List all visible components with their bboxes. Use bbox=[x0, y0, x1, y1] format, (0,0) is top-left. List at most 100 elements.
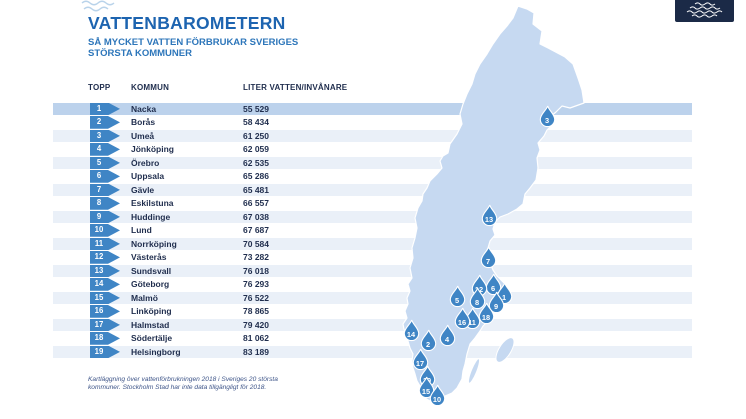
map-marker-rank: 3 bbox=[544, 115, 550, 125]
rank-number: 10 bbox=[94, 225, 104, 234]
water-drop-icon bbox=[420, 329, 436, 352]
brand-logo bbox=[675, 0, 734, 22]
table-row-stripe bbox=[53, 318, 692, 332]
map-marker-17: 17 bbox=[412, 348, 429, 371]
kommun-name: Västerås bbox=[131, 252, 167, 262]
map-marker-rank: 14 bbox=[406, 329, 416, 339]
map-marker-rank: 12 bbox=[474, 284, 484, 294]
rank-number: 18 bbox=[94, 333, 104, 342]
kommun-name: Eskilstuna bbox=[131, 198, 174, 208]
table-row-stripe bbox=[53, 237, 692, 251]
map-marker-rank: 15 bbox=[421, 386, 431, 396]
map-marker-rank: 4 bbox=[444, 334, 450, 344]
rank-number: 8 bbox=[96, 198, 102, 207]
water-drop-icon bbox=[469, 287, 485, 310]
kommun-name: Jönköping bbox=[131, 144, 174, 154]
kommun-name: Borås bbox=[131, 117, 156, 127]
map-marker-2: 2 bbox=[420, 329, 437, 352]
kommun-name: Sundsvall bbox=[131, 265, 172, 276]
rank-badge: 14 bbox=[90, 278, 120, 291]
map-marker-14: 14 bbox=[403, 319, 420, 342]
rank-badge: 6 bbox=[90, 170, 120, 183]
kommun-name: Uppsala bbox=[131, 171, 165, 181]
sweden-map bbox=[402, 5, 585, 404]
rank-number: 16 bbox=[94, 306, 104, 315]
water-drop-icon bbox=[539, 105, 555, 128]
rank-badge: 11 bbox=[90, 237, 120, 251]
water-consumption-value: 65 481 bbox=[243, 184, 269, 195]
water-consumption-value: 81 062 bbox=[243, 333, 269, 343]
map-marker-4: 4 bbox=[439, 324, 456, 347]
kommun-name: Göteborg bbox=[131, 279, 170, 289]
gotland-island bbox=[495, 337, 515, 363]
water-drop-icon bbox=[480, 246, 496, 269]
rank-badge: 8 bbox=[90, 197, 120, 210]
rank-badge: 12 bbox=[90, 251, 120, 264]
water-consumption-value: 76 522 bbox=[243, 292, 269, 303]
rank-badge: 15 bbox=[90, 291, 120, 305]
water-drop-icon bbox=[403, 319, 419, 342]
column-header-kommun: KOMMUN bbox=[131, 83, 170, 92]
rank-number: 14 bbox=[94, 279, 104, 288]
footnote: Kartläggning över vattenförbrukningen 20… bbox=[88, 376, 298, 392]
rank-number: 3 bbox=[96, 130, 102, 140]
page-subtitle: SÅ MYCKET VATTEN FÖRBRUKAR SVERIGES STÖR… bbox=[88, 37, 299, 59]
water-waves-icon bbox=[686, 2, 722, 18]
rank-number: 5 bbox=[96, 157, 102, 167]
rank-number: 12 bbox=[94, 252, 104, 261]
rank-badge: 10 bbox=[90, 224, 120, 237]
rank-number: 11 bbox=[94, 238, 104, 248]
water-consumption-value: 70 584 bbox=[243, 238, 269, 249]
rank-number: 1 bbox=[96, 103, 102, 113]
table-row-stripe bbox=[53, 210, 692, 224]
kommun-name: Halmstad bbox=[131, 319, 170, 330]
map-marker-16: 16 bbox=[454, 307, 471, 330]
map-marker-rank: 18 bbox=[481, 312, 491, 322]
rank-number: 9 bbox=[96, 211, 102, 221]
water-consumption-value: 55 529 bbox=[243, 103, 269, 114]
map-marker-rank: 1 bbox=[501, 292, 507, 302]
map-marker-3: 3 bbox=[539, 105, 556, 128]
water-consumption-value: 67 038 bbox=[243, 211, 269, 222]
map-marker-9: 9 bbox=[488, 291, 505, 314]
rank-number: 6 bbox=[96, 171, 102, 180]
rank-badge: 5 bbox=[90, 156, 120, 170]
water-drop-icon bbox=[412, 348, 428, 371]
kommun-name: Huddinge bbox=[131, 211, 171, 222]
map-marker-rank: 10 bbox=[432, 394, 442, 404]
water-drop-icon bbox=[485, 273, 501, 296]
map-marker-15: 15 bbox=[418, 376, 435, 399]
rank-badge: 18 bbox=[90, 332, 120, 345]
rank-badge: 9 bbox=[90, 210, 120, 224]
kommun-name: Helsingborg bbox=[131, 346, 181, 357]
column-header-topp: TOPP bbox=[88, 83, 111, 92]
map-marker-rank: 6 bbox=[490, 283, 496, 293]
kommun-name: Malmö bbox=[131, 292, 158, 303]
kommun-name: Gävle bbox=[131, 184, 155, 195]
map-marker-13: 13 bbox=[481, 204, 498, 227]
kommun-name: Nacka bbox=[131, 103, 157, 114]
map-marker-rank: 2 bbox=[425, 339, 431, 349]
water-drop-icon bbox=[481, 204, 497, 227]
rank-number: 13 bbox=[94, 265, 104, 275]
page-title: VATTENBAROMETERN bbox=[88, 13, 286, 33]
sweden-outline bbox=[402, 5, 585, 404]
map-marker-rank: 16 bbox=[457, 317, 467, 327]
rank-number: 4 bbox=[96, 144, 102, 153]
rank-number: 19 bbox=[94, 346, 104, 356]
water-drop-icon bbox=[488, 291, 504, 314]
water-consumption-value: 79 420 bbox=[243, 319, 269, 330]
rank-badge: 16 bbox=[90, 305, 120, 318]
water-consumption-value: 83 189 bbox=[243, 346, 269, 357]
water-drop-icon bbox=[439, 324, 455, 347]
map-marker-10: 10 bbox=[429, 384, 446, 407]
water-consumption-value: 76 293 bbox=[243, 279, 269, 289]
rank-badge: 13 bbox=[90, 264, 120, 278]
map-marker-8: 8 bbox=[469, 287, 486, 310]
rank-badge: 7 bbox=[90, 183, 120, 197]
water-drop-icon bbox=[429, 384, 445, 407]
rank-number: 2 bbox=[96, 117, 102, 126]
water-drop-icon bbox=[478, 302, 494, 325]
map-marker-rank: 11 bbox=[468, 317, 476, 327]
